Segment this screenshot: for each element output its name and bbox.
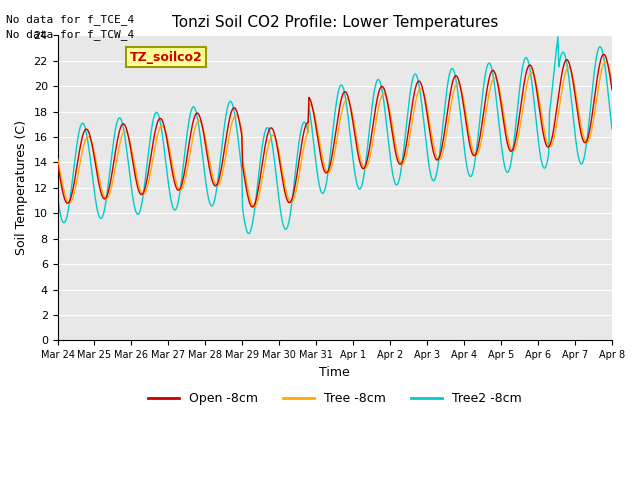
Text: No data for f_TCW_4: No data for f_TCW_4: [6, 29, 134, 40]
X-axis label: Time: Time: [319, 366, 350, 379]
Text: No data for f_TCE_4: No data for f_TCE_4: [6, 14, 134, 25]
Title: Tonzi Soil CO2 Profile: Lower Temperatures: Tonzi Soil CO2 Profile: Lower Temperatur…: [172, 15, 498, 30]
Text: TZ_soilco2: TZ_soilco2: [130, 50, 202, 63]
Y-axis label: Soil Temperatures (C): Soil Temperatures (C): [15, 120, 28, 255]
Legend: Open -8cm, Tree -8cm, Tree2 -8cm: Open -8cm, Tree -8cm, Tree2 -8cm: [143, 387, 527, 410]
